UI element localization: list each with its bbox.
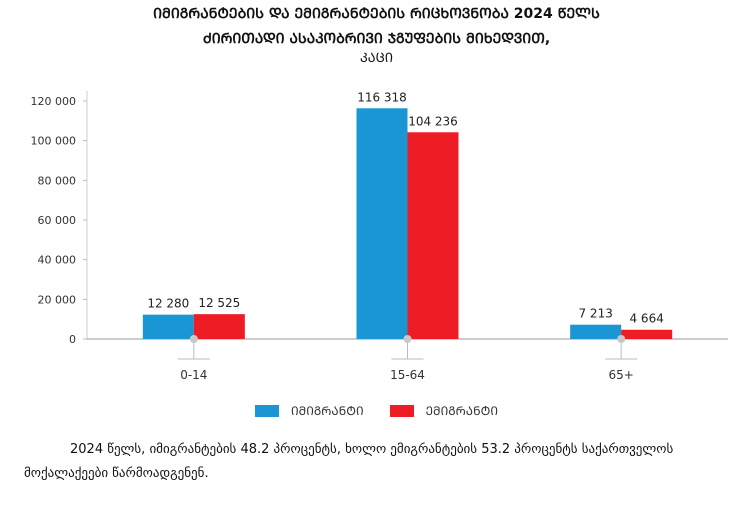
x-tick-label: 0-14 — [180, 368, 207, 382]
y-tick-label: 40 000 — [38, 254, 77, 267]
x-tick-label: 65+ — [609, 368, 634, 382]
y-tick-label: 120 000 — [31, 95, 77, 108]
chart-title: ᲘᲛᲘᲒᲠᲐᲜᲢᲔᲑᲘᲡ ᲓᲐ ᲔᲛᲘᲒᲠᲐᲜᲢᲔᲑᲘᲡ ᲠᲘᲪᲮᲝᲕᲜᲝᲑᲐ … — [0, 2, 753, 52]
legend-label-emigrants: ᲔᲛᲘᲒᲠᲐᲜᲢᲘ — [425, 404, 498, 418]
chart-legend: ᲘᲛᲘᲒᲠᲐᲜᲢᲘ ᲔᲛᲘᲒᲠᲐᲜᲢᲘ — [0, 402, 753, 419]
bar — [570, 324, 622, 339]
bar — [356, 108, 408, 339]
data-label: 4 664 — [629, 312, 663, 326]
legend-item-emigrants[interactable]: ᲔᲛᲘᲒᲠᲐᲜᲢᲘ — [389, 402, 498, 419]
y-tick-label: 80 000 — [38, 174, 77, 187]
data-label: 12 280 — [147, 297, 189, 311]
bar — [621, 329, 673, 339]
x-tick-dot — [617, 335, 626, 343]
x-tick-dot — [189, 335, 198, 343]
chart-title-line-1: ᲘᲛᲘᲒᲠᲐᲜᲢᲔᲑᲘᲡ ᲓᲐ ᲔᲛᲘᲒᲠᲐᲜᲢᲔᲑᲘᲡ ᲠᲘᲪᲮᲝᲕᲜᲝᲑᲐ … — [153, 6, 600, 22]
data-label: 7 213 — [578, 307, 612, 321]
legend-swatch-immigrants — [255, 404, 279, 417]
chart-subtitle: ᲙᲐᲪᲘ — [360, 51, 393, 66]
y-tick-label: 0 — [69, 333, 76, 346]
bar — [193, 314, 245, 339]
y-tick-label: 20 000 — [38, 293, 77, 306]
data-label: 116 318 — [357, 90, 407, 104]
bar — [142, 314, 194, 339]
summary-note: 2024 წელს, იმიგრანტების 48.2 პროცენტს, ხ… — [24, 442, 674, 481]
bar-chart: 0 20 000 40 000 60 000 80 000 100 000 120 000 1… — [31, 90, 728, 382]
y-tick-label: 100 000 — [31, 135, 77, 148]
legend-label-immigrants: ᲘᲛᲘᲒᲠᲐᲜᲢᲘ — [291, 404, 364, 418]
bar — [407, 132, 459, 339]
data-label: 104 236 — [408, 114, 458, 128]
x-tick-dot — [403, 335, 412, 343]
chart-title-line-2: ᲫᲘᲠᲘᲗᲐᲓᲘ ᲐᲡᲐᲙᲝᲑᲠᲘᲕᲘ ᲯᲒᲣᲤᲔᲑᲘᲡ ᲛᲘᲮᲔᲓᲕᲘᲗ, — [202, 31, 551, 47]
x-tick-label: 15-64 — [390, 368, 425, 382]
data-label: 12 525 — [198, 296, 240, 310]
y-tick-label: 60 000 — [38, 214, 77, 227]
legend-item-immigrants[interactable]: ᲘᲛᲘᲒᲠᲐᲜᲢᲘ — [255, 402, 364, 419]
legend-swatch-emigrants — [389, 404, 414, 417]
